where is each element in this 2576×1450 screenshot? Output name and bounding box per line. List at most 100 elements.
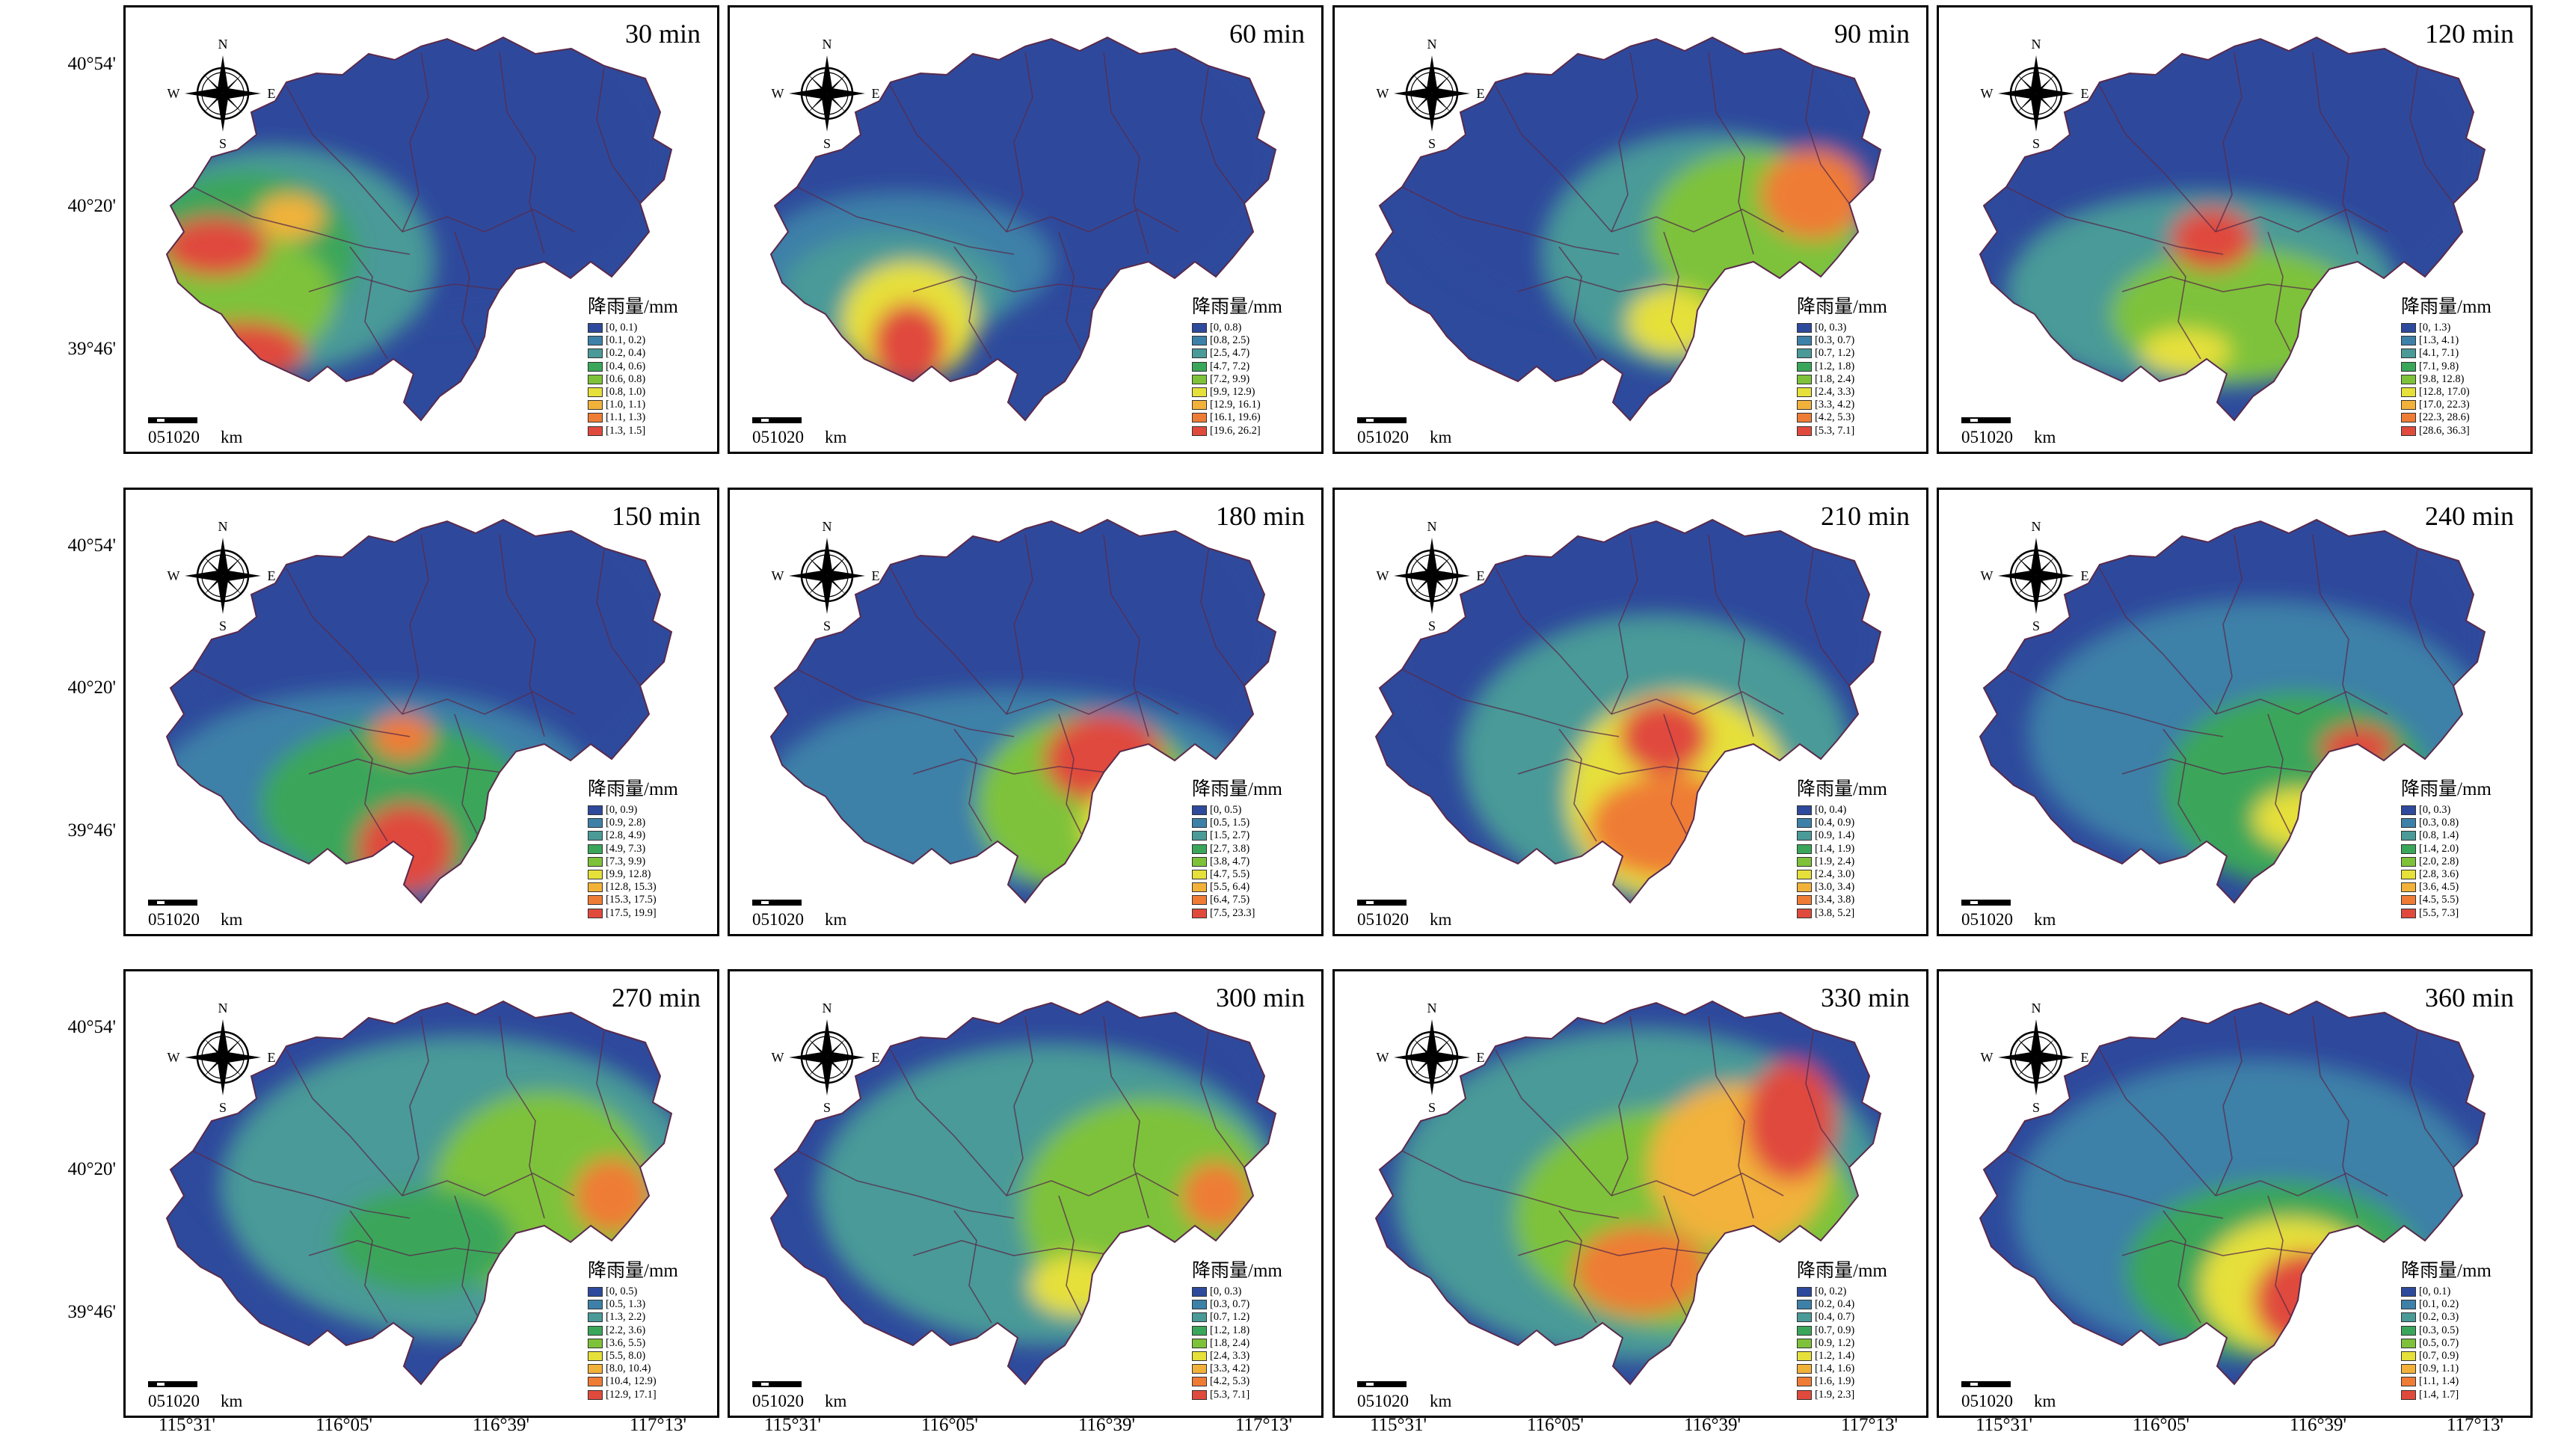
district-boundary: [1611, 1173, 1784, 1196]
district-boundary: [402, 691, 575, 715]
legend-swatch: [2401, 1377, 2416, 1387]
legend-label: [0.6, 0.8): [606, 372, 646, 385]
rainfall-map-panel: 240 min N S E W 降雨量/mm [0, 0.3) [0.3, 0.8) [0.8,…: [1937, 488, 2533, 936]
scale-bar-unit: km: [221, 1392, 243, 1410]
legend-swatch: [1192, 348, 1207, 359]
district-boundary: [2005, 1150, 2224, 1219]
legend-title: 降雨量/mm: [1797, 297, 1887, 317]
panel-title: 360 min: [2424, 983, 2514, 1013]
legend-row: [0.3, 0.5): [2401, 1324, 2528, 1337]
lat-label: 40°20': [67, 1159, 116, 1179]
legend-swatch: [588, 348, 603, 359]
legend-swatch: [588, 1351, 603, 1362]
scale-bar: 051020 km: [752, 900, 864, 933]
scale-bar-unit: km: [1430, 1392, 1452, 1410]
compass-letter-s: S: [1428, 618, 1436, 632]
scale-bar-graphic: [1961, 417, 2011, 423]
district-boundary: [286, 568, 403, 715]
legend-row: [0.7, 1.2): [1797, 347, 1924, 360]
city-boundary: [769, 518, 1277, 904]
city-boundary: [165, 36, 673, 422]
lat-label: 40°20': [67, 196, 116, 216]
rainfall-zone: [1182, 1162, 1249, 1229]
city-boundary: [1374, 1000, 1882, 1386]
legend-row: [4.1, 7.1): [2401, 347, 2528, 360]
district-boundary: [1805, 1030, 1850, 1168]
legend: 降雨量/mm [0, 0.1) [0.1, 0.2) [0.2, 0.4) [0.4, …: [588, 292, 715, 437]
legend-title: 降雨量/mm: [2401, 779, 2492, 799]
compass-letter-w: W: [772, 568, 784, 583]
compass-letter-s: S: [823, 136, 831, 150]
legend-label: [4.7, 5.5): [1210, 868, 1250, 881]
legend-swatch: [588, 1325, 603, 1336]
district-boundary: [2409, 549, 2454, 686]
district-boundary: [499, 52, 545, 255]
legend-swatch: [1192, 323, 1207, 334]
legend-swatch: [588, 336, 603, 346]
legend-row: [5.5, 7.3]: [2401, 907, 2528, 920]
legend-row: [8.0, 10.4): [588, 1363, 715, 1375]
district-boundary: [1058, 713, 1082, 835]
district-boundary: [1611, 52, 1638, 233]
legend-row: [1.1, 1.4): [2401, 1375, 2528, 1388]
district-boundary: [1805, 549, 1850, 686]
compass-letter-e: E: [1477, 86, 1485, 101]
legend-row: [3.8, 5.2]: [1797, 907, 1924, 920]
compass-letter-w: W: [1377, 86, 1389, 101]
legend-label: [0.3, 0.7): [1815, 334, 1855, 347]
legend-swatch: [2401, 831, 2416, 841]
district-boundary: [2267, 1195, 2291, 1316]
scale-bar-numbers: 051020: [1961, 428, 2013, 446]
rainfall-map-panel: 180 min N S E W 降雨量/mm [0, 0.5) [0.5, 1.5) [1.5,…: [728, 488, 1324, 936]
legend-swatch: [1192, 908, 1207, 918]
district-boundary: [1517, 758, 1724, 775]
scale-bar-unit: km: [825, 428, 847, 446]
district-boundary: [454, 713, 478, 835]
legend-swatch: [1797, 870, 1812, 880]
legend-label: [0.8, 2.5): [1210, 334, 1250, 347]
scale-bar-graphic: [1357, 1381, 1407, 1387]
district-boundary: [1006, 1173, 1179, 1196]
legend-label: [0, 0.5): [1210, 804, 1242, 817]
compass-letter-e: E: [1477, 568, 1485, 583]
legend-title: 降雨量/mm: [588, 297, 678, 317]
legend-label: [0.4, 0.7): [1815, 1311, 1855, 1324]
compass-letter-n: N: [1427, 1001, 1437, 1016]
legend-swatch: [588, 374, 603, 384]
compass-letter-n: N: [2032, 520, 2041, 534]
legend-label: [0, 0.8): [1210, 322, 1242, 334]
city-boundary: [1374, 36, 1882, 422]
legend-label: [0.1, 0.2): [2419, 1298, 2459, 1311]
district-boundary: [2099, 568, 2216, 715]
compass-letter-w: W: [1981, 86, 1994, 101]
legend-swatch: [2401, 908, 2416, 918]
district-boundary: [2162, 246, 2201, 360]
legend-swatch: [588, 323, 603, 334]
rainfall-zone: [167, 217, 268, 277]
compass-rose-icon: N S E W: [1377, 1001, 1485, 1113]
district-boundary: [499, 534, 545, 737]
legend-swatch: [1192, 1351, 1207, 1362]
legend-swatch: [1797, 387, 1812, 398]
scale-bar-numbers: 051020: [148, 1392, 200, 1410]
legend-row: [7.3, 9.9): [588, 855, 715, 868]
legend-swatch: [2401, 882, 2416, 893]
rainfall-map: [165, 518, 673, 904]
compass-letter-w: W: [1981, 568, 1994, 583]
rainfall-map: [1374, 1000, 1882, 1386]
compass-letter-s: S: [219, 136, 227, 150]
legend-row: [7.2, 9.9): [1192, 373, 1319, 386]
legend-swatch: [588, 870, 603, 880]
compass-letter-e: E: [1477, 1050, 1485, 1065]
compass-letter-w: W: [772, 1050, 784, 1065]
legend-swatch: [1797, 895, 1812, 906]
district-boundary: [1103, 52, 1149, 255]
legend-swatch: [588, 400, 603, 411]
legend-row: [0.5, 0.7): [2401, 1337, 2528, 1350]
legend-row: [1.3, 4.1): [2401, 334, 2528, 347]
legend-title: 降雨量/mm: [588, 1261, 678, 1281]
legend-swatch: [1797, 361, 1812, 372]
scale-bar-numbers: 051020: [752, 910, 804, 929]
legend-swatch: [2401, 895, 2416, 906]
rainfall-zone: [1746, 1061, 1836, 1181]
